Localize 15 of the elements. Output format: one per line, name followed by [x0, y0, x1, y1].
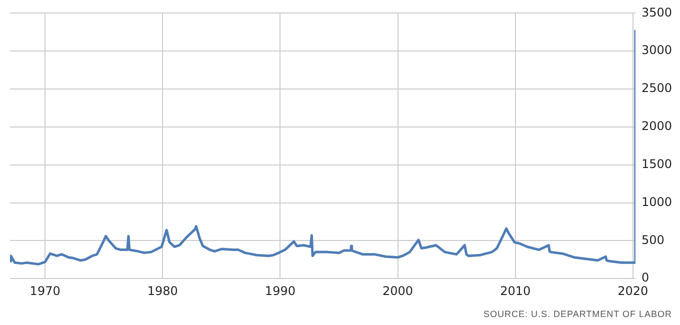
x-tick-label: 2010	[500, 284, 531, 298]
source-note: SOURCE: U.S. DEPARTMENT OF LABOR	[483, 309, 672, 319]
y-tick-label: 3000	[641, 43, 672, 58]
y-tick-label: 2500	[641, 81, 672, 96]
y-tick-label: 3500	[641, 5, 672, 20]
x-tick-label: 1990	[264, 284, 296, 298]
y-tick-label: 500	[641, 232, 664, 247]
x-tick-label: 1970	[30, 284, 60, 298]
x-tick-label: 2000	[382, 284, 414, 298]
y-tick-label: 1500	[641, 156, 672, 171]
y-tick-label: 0	[641, 270, 650, 285]
y-tick-label: 2000	[641, 119, 672, 134]
x-tick-label: 2020	[618, 284, 648, 298]
x-tick-label: 1980	[147, 284, 178, 298]
y-tick-label: 1000	[641, 194, 672, 209]
